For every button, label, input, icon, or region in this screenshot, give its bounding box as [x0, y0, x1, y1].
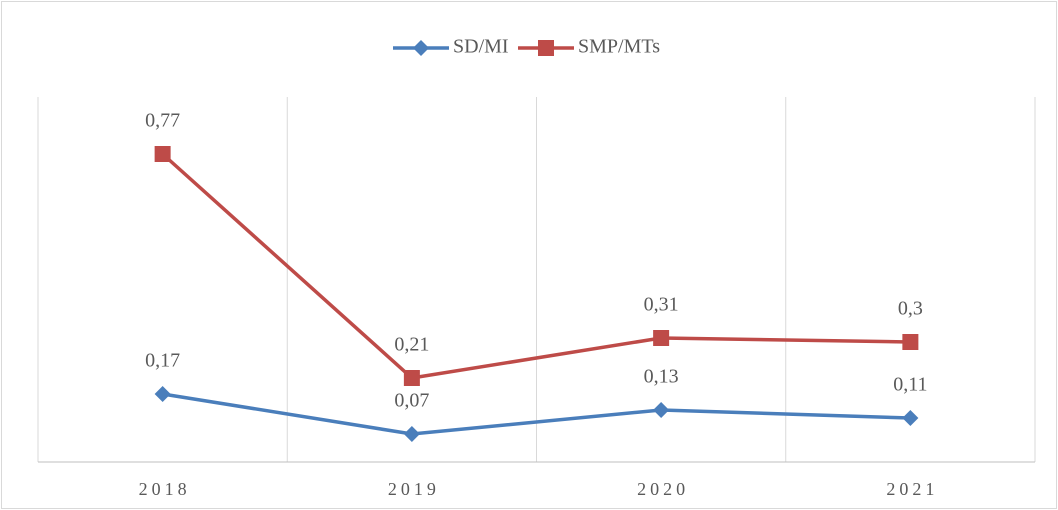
data-label: 0,21: [394, 334, 429, 356]
marker: [154, 386, 171, 402]
data-label: 0,31: [644, 294, 679, 316]
x-tick-label: 2021: [886, 479, 938, 499]
data-label: 0,17: [145, 350, 180, 372]
line: [162, 392, 911, 436]
legend-label: SMP/MTs: [578, 36, 660, 58]
data-label: 0,11: [893, 374, 927, 396]
line: [161, 152, 911, 380]
marker: [653, 402, 670, 418]
legend-label: SD/MI: [453, 36, 509, 58]
x-tick-label: 2018: [139, 479, 191, 499]
data-label: 0,3: [898, 298, 923, 320]
data-label: 0,13: [644, 366, 679, 388]
marker: [403, 426, 420, 442]
legend-marker: [538, 40, 554, 56]
x-tick-label: 2020: [637, 479, 689, 499]
marker: [653, 330, 670, 346]
data-label: 0,07: [394, 390, 429, 412]
legend-marker: [413, 40, 429, 56]
data-label: 0,77: [145, 110, 180, 132]
marker: [902, 410, 919, 426]
marker: [902, 334, 919, 350]
x-tick-label: 2019: [388, 479, 440, 499]
marker: [403, 370, 420, 386]
marker: [154, 146, 171, 162]
